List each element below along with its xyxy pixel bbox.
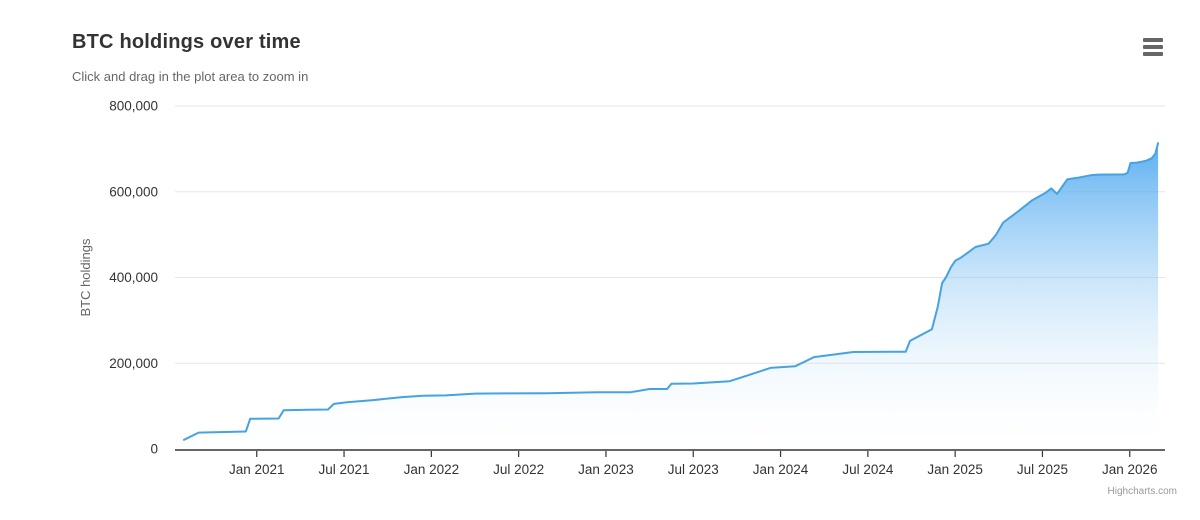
x-tick-label: Jan 2024	[753, 462, 809, 477]
x-tick-label: Jul 2023	[668, 462, 719, 477]
x-tick-label: Jan 2023	[578, 462, 634, 477]
area-series-line	[183, 142, 1160, 441]
y-tick-label: 600,000	[109, 184, 158, 199]
highcharts-credits-link[interactable]: Highcharts.com	[1107, 486, 1177, 497]
y-axis-title: BTC holdings	[78, 238, 93, 317]
chart-title: BTC holdings over time	[72, 31, 301, 53]
y-tick-label: 800,000	[109, 99, 158, 114]
x-tick-label: Jan 2021	[229, 462, 285, 477]
plot-area[interactable]	[175, 106, 1165, 449]
x-tick-label: Jul 2025	[1017, 462, 1068, 477]
x-tick-label: Jul 2024	[842, 462, 894, 477]
x-tick-label: Jan 2026	[1102, 462, 1158, 477]
x-tick-label: Jan 2025	[927, 462, 983, 477]
y-tick-label: 200,000	[109, 356, 158, 371]
chart-subtitle: Click and drag in the plot area to zoom …	[72, 69, 309, 84]
area-series-fill	[184, 143, 1159, 449]
x-tick-label: Jul 2021	[319, 462, 370, 477]
y-tick-label: 400,000	[109, 270, 158, 285]
x-tick-label: Jul 2022	[493, 462, 544, 477]
x-tick-label: Jan 2022	[404, 462, 460, 477]
chart-context-menu-button[interactable]	[1139, 34, 1167, 60]
y-tick-label: 0	[150, 442, 158, 457]
hamburger-menu-icon	[1143, 38, 1163, 42]
